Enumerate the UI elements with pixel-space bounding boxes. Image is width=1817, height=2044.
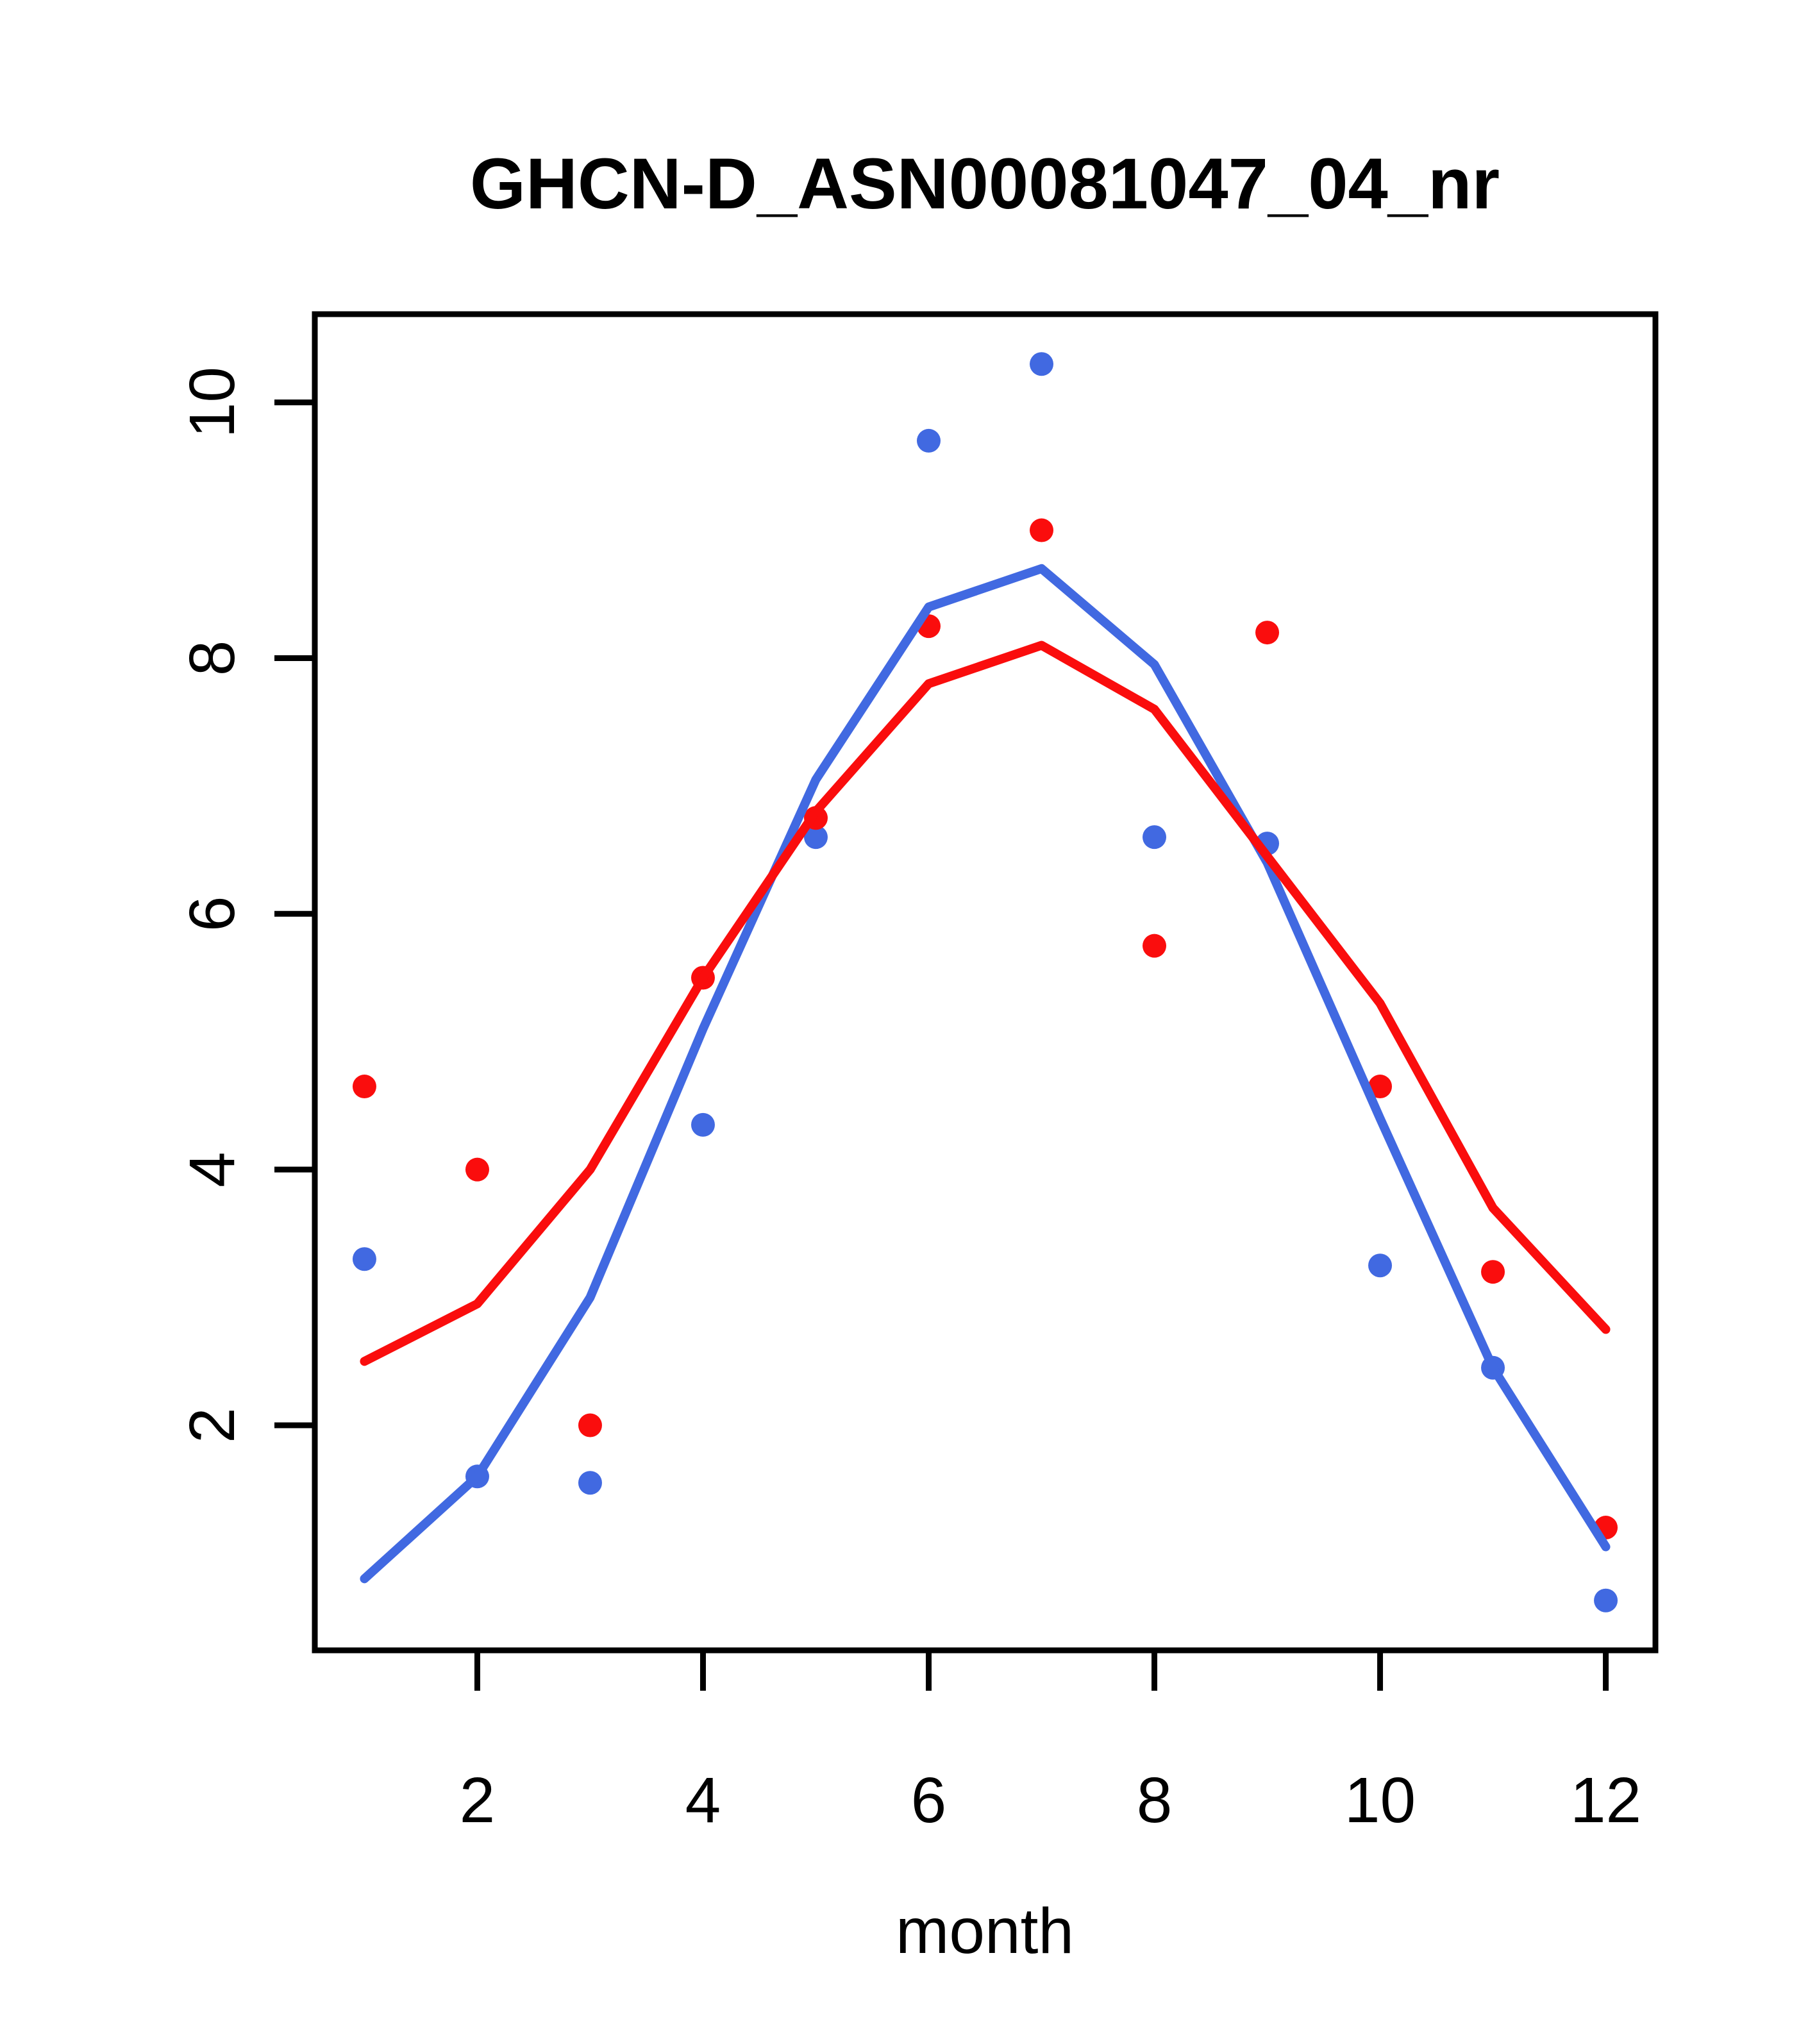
- chart-title: GHCN-D_ASN00081047_04_nr: [470, 144, 1500, 224]
- x-tick-label: 6: [911, 1764, 947, 1836]
- x-tick-label: 8: [1137, 1764, 1173, 1836]
- data-point-red: [1368, 1075, 1393, 1099]
- data-point-red: [1255, 621, 1280, 645]
- y-tick-label: 4: [176, 1152, 248, 1187]
- data-point-blue: [1368, 1253, 1393, 1278]
- data-point-red: [1481, 1260, 1505, 1284]
- x-axis-title: month: [896, 1895, 1074, 1967]
- x-tick-label: 10: [1344, 1764, 1416, 1836]
- data-point-blue: [916, 428, 941, 453]
- data-point-blue: [1143, 825, 1167, 850]
- x-tick-label: 2: [460, 1764, 496, 1836]
- data-point-blue: [803, 825, 828, 850]
- y-axis-ticks: 2 4 6 8 10: [176, 367, 315, 1443]
- y-tick-label: 10: [176, 367, 248, 438]
- plot-box: [312, 311, 1659, 1654]
- y-tick-label: 6: [176, 896, 248, 932]
- data-point-blue: [1594, 1588, 1618, 1613]
- x-axis-ticks: 2 4 6 8 10 12: [460, 1650, 1641, 1836]
- data-point-red: [352, 1075, 376, 1099]
- y-tick-label: 2: [176, 1407, 248, 1443]
- data-point-blue: [578, 1471, 602, 1495]
- y-tick-label: 8: [176, 641, 248, 676]
- data-point-red: [1143, 934, 1167, 958]
- data-point-blue: [352, 1247, 376, 1271]
- data-point-red: [578, 1413, 602, 1437]
- data-point-red: [1030, 518, 1054, 542]
- fit-line-blue: [360, 564, 1611, 1584]
- data-point-blue: [1030, 352, 1054, 376]
- x-tick-label: 12: [1570, 1764, 1641, 1836]
- fit-line-red: [360, 641, 1611, 1366]
- x-tick-label: 4: [685, 1764, 721, 1836]
- data-point-red: [465, 1157, 489, 1182]
- data-series-layer: [352, 352, 1618, 1613]
- data-point-blue: [691, 1112, 715, 1137]
